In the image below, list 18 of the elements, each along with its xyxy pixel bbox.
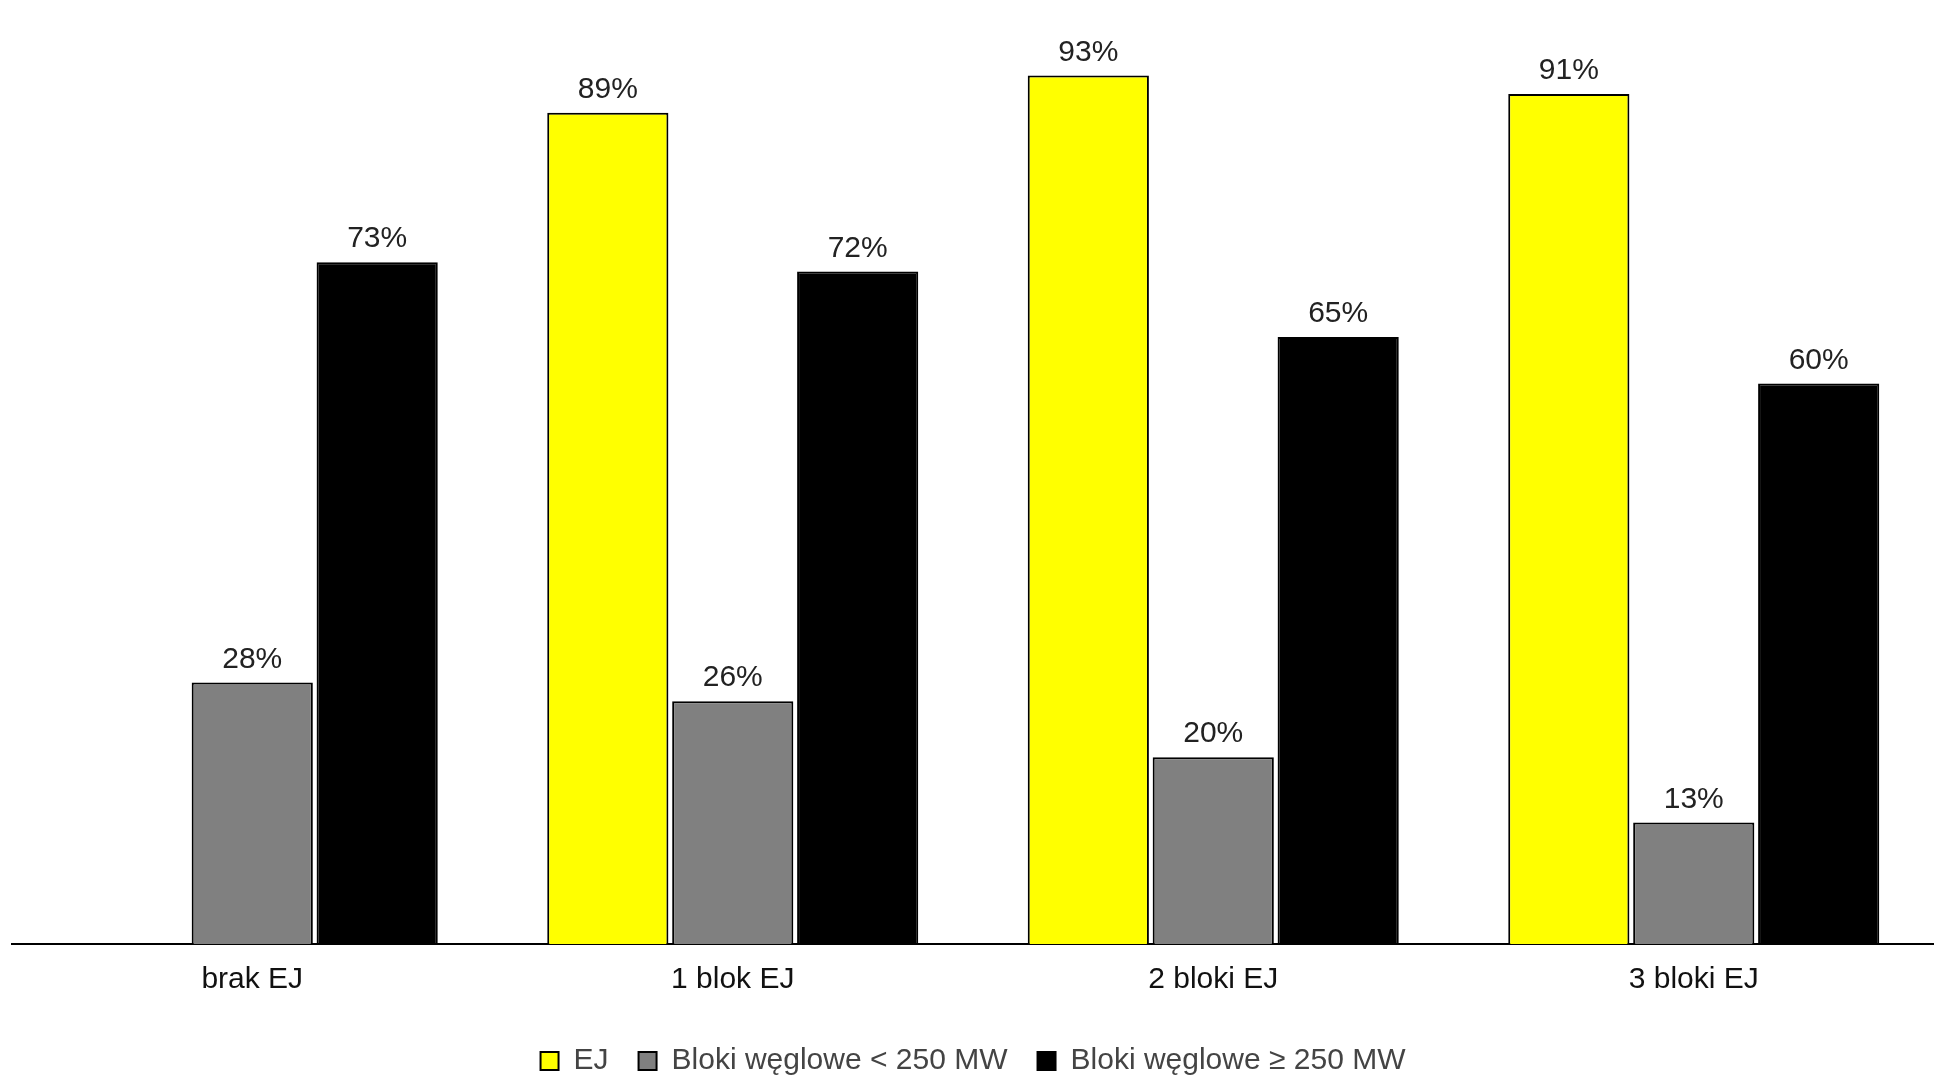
legend-label: Bloki węglowe ≥ 250 MW bbox=[1070, 1042, 1407, 1076]
data-label: 89% bbox=[577, 71, 638, 105]
x-tick-label: brak EJ bbox=[201, 961, 304, 995]
data-label: 13% bbox=[1663, 780, 1724, 814]
legend-label: Bloki węglowe < 250 MW bbox=[671, 1042, 1009, 1076]
data-label: 60% bbox=[1788, 341, 1849, 375]
legend-label: EJ bbox=[573, 1042, 609, 1076]
data-label: 91% bbox=[1538, 52, 1599, 86]
x-tick-label: 1 blok EJ bbox=[671, 961, 795, 995]
x-tick-label: 2 bloki EJ bbox=[1148, 961, 1279, 995]
data-label: 26% bbox=[702, 659, 763, 693]
data-label: 20% bbox=[1183, 715, 1244, 749]
data-label: 28% bbox=[222, 640, 283, 674]
data-label: 93% bbox=[1058, 33, 1119, 67]
data-label: 72% bbox=[827, 229, 888, 263]
data-label: 65% bbox=[1308, 295, 1369, 329]
data-label: 73% bbox=[347, 220, 408, 254]
x-tick-label: 3 bloki EJ bbox=[1628, 961, 1759, 995]
